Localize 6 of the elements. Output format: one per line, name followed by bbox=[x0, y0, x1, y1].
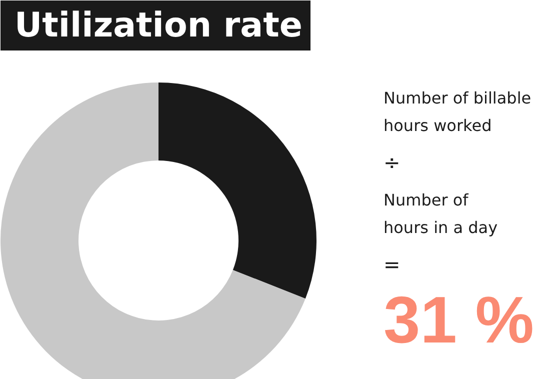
text: 31 % bbox=[384, 282, 534, 356]
text: Number of hours in a day bbox=[384, 190, 498, 238]
chart-title: Utilization rate bbox=[14, 6, 302, 46]
text: = bbox=[384, 252, 400, 276]
text: ÷ bbox=[384, 150, 400, 174]
text: Number of billable hours worked bbox=[384, 88, 532, 136]
